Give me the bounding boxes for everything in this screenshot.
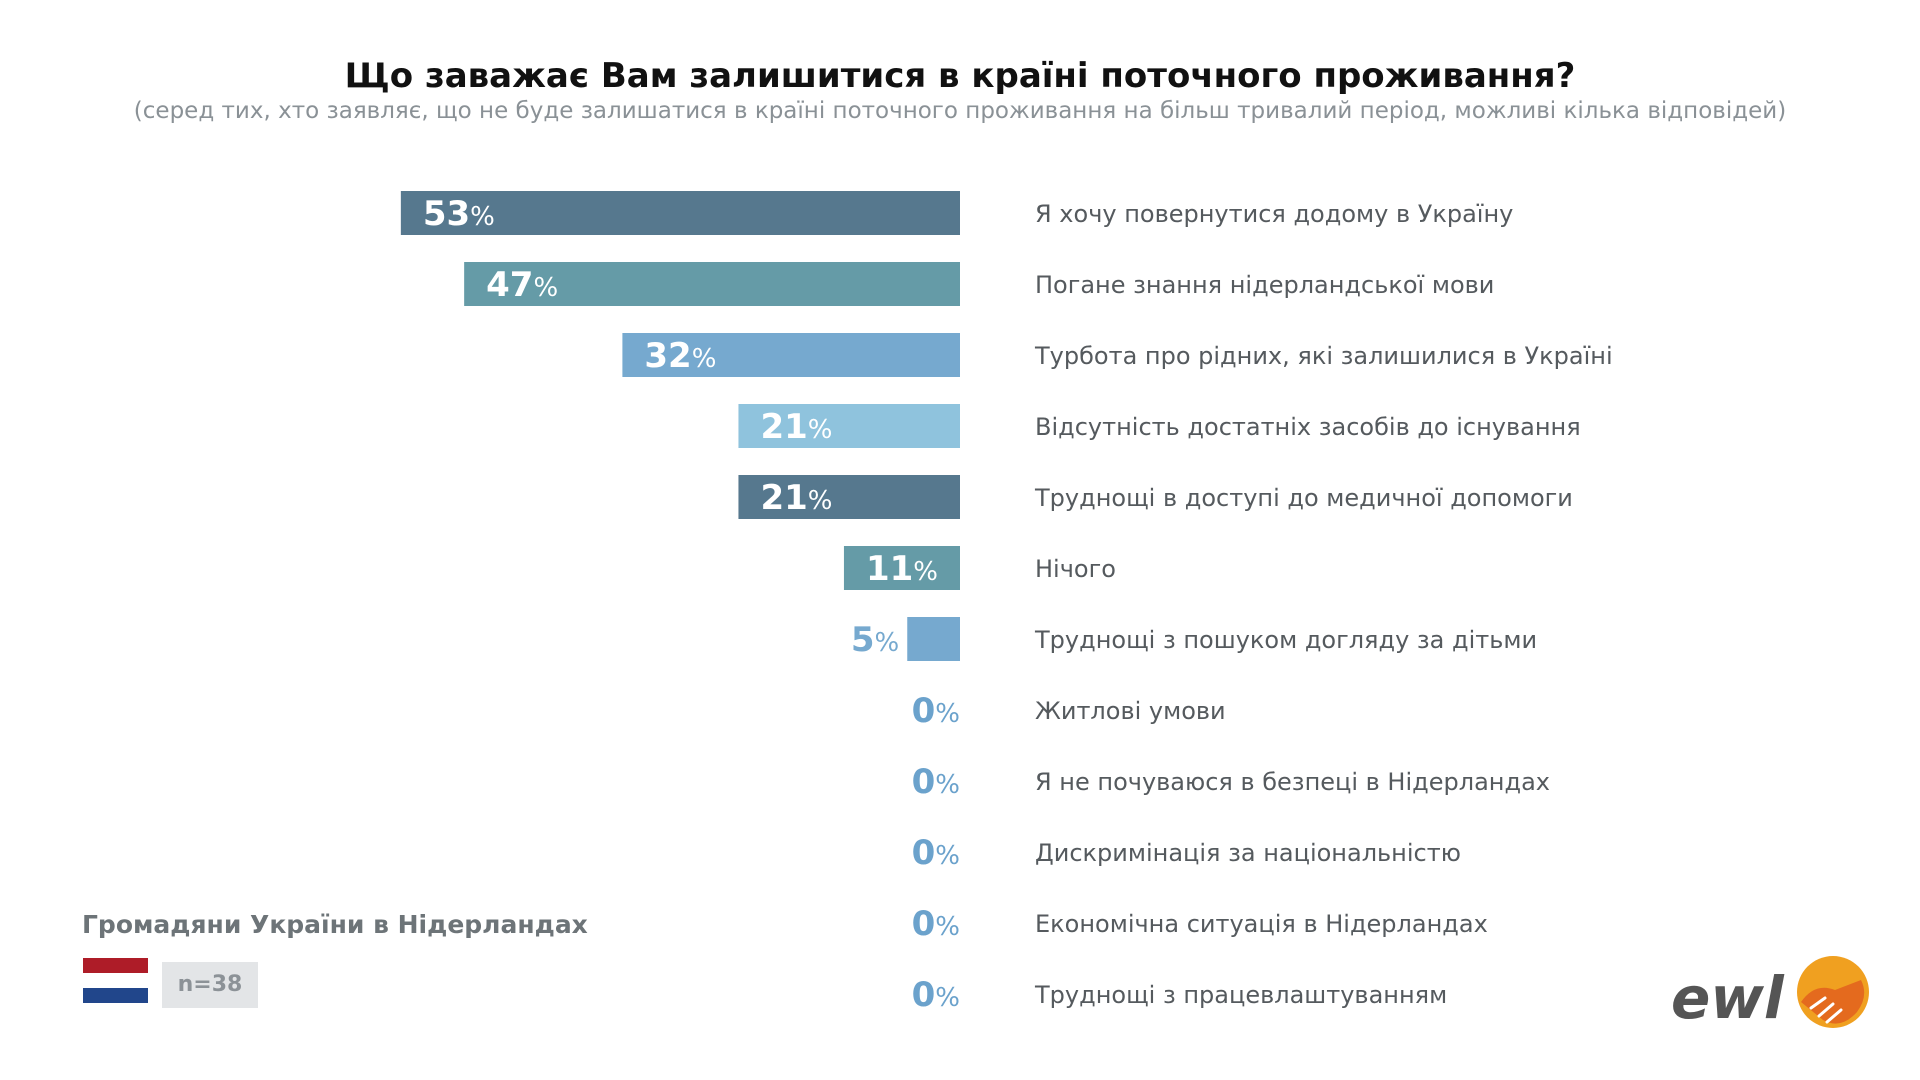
flag-white-stripe [83,973,148,988]
bar-1 [400,191,961,235]
flag-red-stripe [83,958,148,973]
value-label-12: 0% [912,975,960,1015]
value-label-11: 0% [912,904,960,944]
category-label-10: Дискримінація за національністю [1035,839,1461,867]
ewl-logo-text: ewl [1671,964,1785,1032]
value-label-2: 47% [486,265,558,305]
ewl-logo: ewl [1671,956,1869,1032]
category-label-5: Труднощі в доступі до медичної допомоги [1034,484,1573,512]
bar-7 [907,617,960,661]
value-label-1: 53% [423,194,495,234]
sample-size-badge: n=38 [162,962,258,1008]
bar-4 [738,404,960,448]
category-label-11: Економічна ситуація в Нідерландах [1035,910,1488,938]
category-label-8: Житлові умови [1035,697,1226,725]
category-label-4: Відсутність достатніх засобів до існуван… [1035,413,1581,441]
value-label-5: 21% [760,478,832,518]
category-label-12: Труднощі з працевлаштуванням [1034,981,1447,1009]
country-label: Громадяни України в Нідерландах [82,910,588,939]
value-label-4: 21% [760,407,832,447]
value-label-9: 0% [912,762,960,802]
netherlands-flag-icon [83,958,148,1003]
bar-6 [843,546,960,590]
bar-5 [738,475,960,519]
category-label-1: Я хочу повернутися додому в Україну [1035,200,1513,228]
value-label-8: 0% [912,691,960,731]
flag-blue-stripe [83,988,148,1003]
category-label-2: Погане знання нідерландської мови [1035,271,1494,299]
value-label-7: 5% [851,620,899,660]
category-label-9: Я не почуваюся в безпеці в Нідерландах [1035,768,1550,796]
bar-2 [464,262,960,306]
chart-title: Що заважає Вам залишитися в країні поточ… [344,56,1576,96]
bar-3 [622,333,960,377]
chart-subtitle: (серед тих, хто заявляє, що не буде зали… [133,98,1787,124]
category-label-7: Труднощі з пошуком догляду за дітьми [1034,626,1537,654]
category-label-3: Турбота про рідних, які залишилися в Укр… [1034,342,1613,370]
category-label-6: Нічого [1035,555,1116,583]
value-label-10: 0% [912,833,960,873]
value-label-3: 32% [644,336,716,376]
value-label-6: 11% [866,549,938,589]
handshake-icon [1797,956,1869,1028]
